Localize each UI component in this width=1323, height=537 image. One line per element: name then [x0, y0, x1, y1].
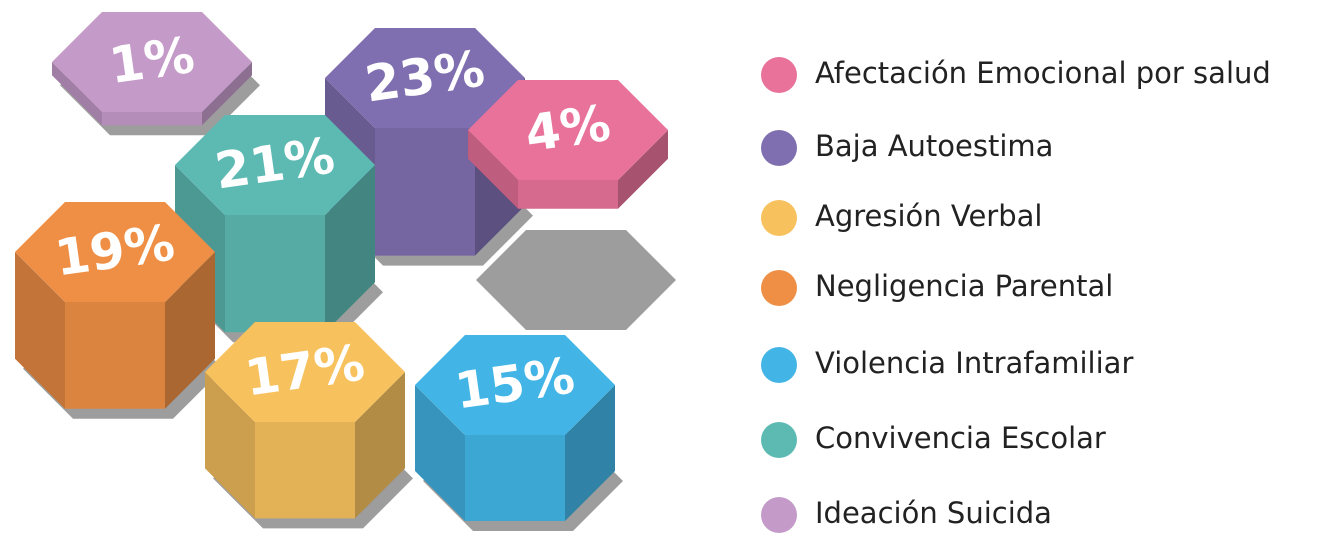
side-right: [165, 252, 215, 409]
legend-label: Violencia Intrafamiliar: [815, 346, 1133, 380]
side-front: [102, 112, 202, 126]
side-right: [355, 372, 405, 519]
hex-prism: 17%: [205, 322, 413, 529]
percent-label: 4%: [522, 94, 614, 163]
side-left: [415, 385, 465, 521]
legend-swatch: [761, 270, 797, 306]
hex-prism: 21%: [175, 115, 383, 343]
side-left: [205, 372, 255, 519]
legend-label: Negligencia Parental: [815, 269, 1113, 303]
side-left: [52, 62, 102, 126]
side-front: [65, 302, 165, 409]
hex-prism: 1%: [52, 12, 260, 136]
legend-swatch: [761, 130, 797, 166]
legend-swatch: [761, 57, 797, 93]
top-face: [52, 12, 252, 112]
top-face: [325, 28, 525, 128]
side-front: [518, 180, 618, 209]
hex-prism: 4%: [468, 80, 676, 330]
hex-prism: 19%: [15, 202, 223, 419]
side-right: [202, 62, 252, 126]
side-front: [225, 215, 325, 333]
side-front: [465, 435, 565, 521]
top-face: [175, 115, 375, 215]
legend-swatch: [761, 497, 797, 533]
side-right: [618, 130, 668, 209]
legend-label: Afectación Emocional por salud: [815, 56, 1271, 90]
top-face: [415, 335, 615, 435]
legend-label: Ideación Suicida: [815, 496, 1052, 530]
shadow: [476, 230, 676, 330]
side-front: [255, 422, 355, 519]
side-left: [468, 130, 518, 209]
legend-label: Convivencia Escolar: [815, 421, 1106, 455]
legend-label: Baja Autoestima: [815, 129, 1053, 163]
legend-swatch: [761, 200, 797, 236]
top-face: [15, 202, 215, 302]
legend-swatch: [761, 422, 797, 458]
legend-swatch: [761, 347, 797, 383]
top-face: [205, 322, 405, 422]
side-left: [15, 252, 65, 409]
legend-label: Agresión Verbal: [815, 199, 1042, 233]
side-front: [375, 128, 475, 256]
side-right: [325, 165, 375, 333]
percent-label: 1%: [106, 26, 198, 95]
hex-prism: 15%: [415, 335, 623, 531]
top-face: [468, 80, 668, 180]
side-right: [565, 385, 615, 521]
